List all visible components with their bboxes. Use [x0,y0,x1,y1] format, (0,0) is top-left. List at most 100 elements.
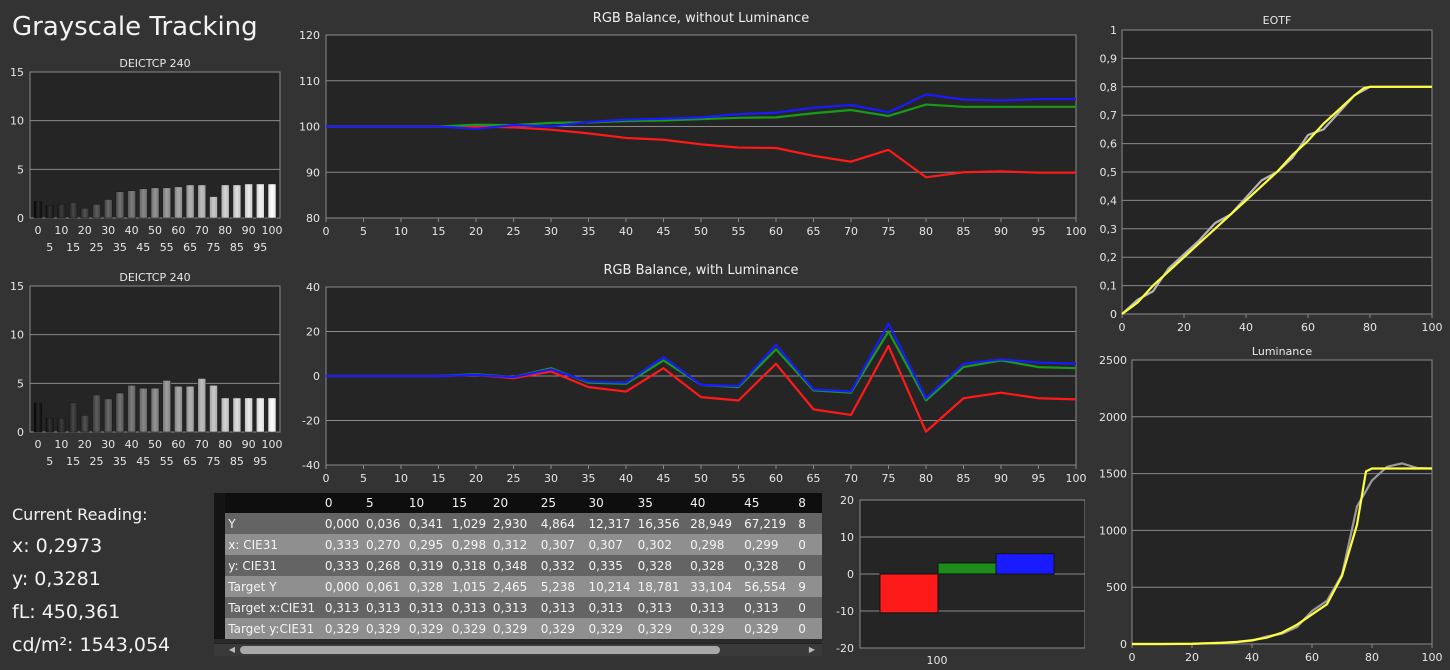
table-cell[interactable]: 10,214 [585,576,635,597]
table-header[interactable]: 25 [537,493,586,513]
table-cell[interactable]: 28,949 [687,513,742,534]
table-cell[interactable]: 56,554 [741,576,796,597]
table-cell[interactable]: 0,332 [537,555,586,576]
table-cell[interactable]: 12,317 [585,513,635,534]
table-cell[interactable]: 9 [795,576,822,597]
table-cell[interactable]: 0,319 [405,555,449,576]
table-cell[interactable]: 0,268 [363,555,406,576]
table-cell[interactable]: 1,015 [448,576,490,597]
table-cell[interactable]: 0,313 [634,597,688,618]
table-cell[interactable]: 0 [795,618,822,639]
table-cell[interactable]: 0,333 [321,555,364,576]
table-header[interactable]: 10 [405,493,449,513]
table-row[interactable]: Target x:CIE31 0,313 0,313 0,313 0,313 0,313 0… [214,597,822,618]
table-cell[interactable]: 0,341 [405,513,449,534]
table-cell[interactable]: 0,298 [687,534,742,555]
table-cell[interactable]: 0,270 [363,534,406,555]
table-cell[interactable]: 0,329 [363,618,406,639]
table-cell[interactable]: 0,318 [448,555,490,576]
table-cell[interactable]: 0,328 [634,555,688,576]
table-cell[interactable]: 0,000 [321,513,364,534]
table-cell[interactable]: 0 [795,597,822,618]
table-cell[interactable]: 0,329 [687,618,742,639]
table-cell[interactable]: 0,313 [741,597,796,618]
table-cell[interactable]: 0,061 [363,576,406,597]
table-cell[interactable]: 1,029 [448,513,490,534]
row-selector[interactable] [214,534,226,555]
table-cell[interactable]: 0,313 [687,597,742,618]
table-header[interactable]: 40 [687,493,742,513]
table-cell[interactable]: 0,329 [321,618,364,639]
table-cell[interactable]: 0,328 [405,576,449,597]
table-cell[interactable]: 16,356 [634,513,688,534]
table-cell[interactable]: 67,219 [741,513,796,534]
row-label: y: CIE31 [225,555,322,576]
table-cell[interactable]: 8 [795,513,822,534]
x-tick-label: 45 [657,225,671,238]
table-cell[interactable]: 4,864 [537,513,586,534]
table-cell[interactable]: 0 [795,555,822,576]
table-cell[interactable]: 0,313 [585,597,635,618]
table-cell[interactable]: 0,036 [363,513,406,534]
table-cell[interactable]: 0,307 [585,534,635,555]
table-cell[interactable]: 0,329 [585,618,635,639]
table-header[interactable]: 15 [448,493,490,513]
table-cell[interactable]: 0,295 [405,534,449,555]
table-row[interactable]: Target Y 0,000 0,061 0,328 1,015 2,465 5,238 10… [214,576,822,597]
table-cell[interactable]: 0 [795,534,822,555]
table-cell[interactable]: 0,328 [741,555,796,576]
y-tick-label: 100 [299,121,320,134]
table-cell[interactable]: 0,298 [448,534,490,555]
table-cell[interactable]: 0,329 [741,618,796,639]
table-header[interactable]: 20 [489,493,538,513]
bar [150,187,160,219]
row-selector[interactable] [214,576,226,597]
scroll-thumb[interactable] [240,646,720,654]
table-row[interactable]: Target y:CIE31 0,329 0,329 0,329 0,329 0,329 0… [214,618,822,639]
table-cell[interactable]: 0,329 [405,618,449,639]
scroll-right-icon[interactable]: ▶ [808,645,816,654]
table-header[interactable]: 35 [634,493,688,513]
table-cell[interactable]: 33,104 [687,576,742,597]
table-row[interactable]: Y 0,000 0,036 0,341 1,029 2,930 4,864 12,317 16,… [214,513,822,534]
table-cell[interactable]: 0,307 [537,534,586,555]
table-cell[interactable]: 0,313 [448,597,490,618]
table-cell[interactable]: 0,329 [489,618,538,639]
table-cell[interactable]: 0,313 [537,597,586,618]
row-selector[interactable] [214,555,226,576]
table-cell[interactable]: 0,312 [489,534,538,555]
table-cell[interactable]: 2,465 [489,576,538,597]
table-cell[interactable]: 0,329 [634,618,688,639]
table-header[interactable]: 30 [585,493,635,513]
table-cell[interactable]: 0,328 [687,555,742,576]
table-cell[interactable]: 5,238 [537,576,586,597]
table-cell[interactable]: 0,329 [537,618,586,639]
table-header[interactable]: 8 [795,493,822,513]
table-cell[interactable]: 0,313 [405,597,449,618]
measurement-table[interactable]: 0 5 10 15 20 25 30 35 40 45 8 Y 0,000 0,03… [214,493,822,655]
table-cell[interactable]: 18,781 [634,576,688,597]
plot-area [1131,359,1433,645]
table-cell[interactable]: 0,313 [321,597,364,618]
table-cell[interactable]: 0,302 [634,534,688,555]
table-row[interactable]: y: CIE31 0,333 0,268 0,319 0,318 0,348 0,332 0,… [214,555,822,576]
row-selector[interactable] [214,618,226,639]
table-horizontal-scrollbar[interactable]: ◀ ▶ [214,643,822,656]
row-selector[interactable] [214,597,226,618]
table-cell[interactable]: 0,329 [448,618,490,639]
table-cell[interactable]: 2,930 [489,513,538,534]
table-cell[interactable]: 0,000 [321,576,364,597]
table-header[interactable]: 5 [363,493,406,513]
row-selector[interactable] [214,513,226,534]
table-cell[interactable]: 0,313 [489,597,538,618]
table-cell[interactable]: 0,333 [321,534,364,555]
table-cell[interactable]: 0,299 [741,534,796,555]
table-header[interactable]: 0 [321,493,364,513]
table-cell[interactable]: 0,313 [363,597,406,618]
table-cell[interactable]: 0,335 [585,555,635,576]
scroll-left-icon[interactable]: ◀ [228,645,236,654]
table-row[interactable]: x: CIE31 0,333 0,270 0,295 0,298 0,312 0,307 0,… [214,534,822,555]
table-cell[interactable]: 0,348 [489,555,538,576]
table-header[interactable]: 45 [741,493,796,513]
x-tick-label: 5 [360,472,367,485]
